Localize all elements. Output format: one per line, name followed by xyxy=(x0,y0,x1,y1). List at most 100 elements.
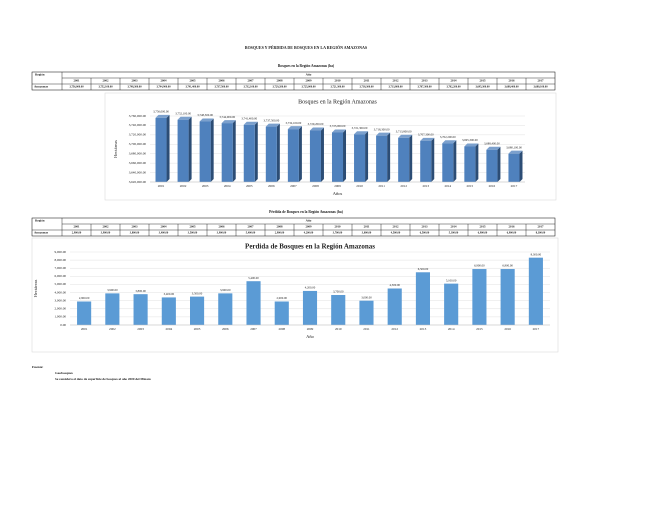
data-label: 3,737,500.00 xyxy=(263,118,279,123)
year-header: 2004 xyxy=(161,79,168,83)
table-cell: 3,680,100.00 xyxy=(533,86,548,89)
y-tick-label: 3,620,000.00 xyxy=(129,180,147,185)
year-header: 2007 xyxy=(248,79,255,83)
row-label: Amazonas xyxy=(34,85,49,89)
year-header: 2014 xyxy=(451,79,458,83)
x-tick-label: 2015 xyxy=(467,184,474,188)
table-cell: 4,200.00 xyxy=(304,232,314,235)
x-tick-label: 2001 xyxy=(81,327,88,331)
bar xyxy=(420,140,432,182)
bar-side xyxy=(453,140,457,182)
x-tick-label: 2010 xyxy=(335,327,342,331)
table-cell: 3,695,300.00 xyxy=(475,86,490,89)
table-cell: 3,737,500.00 xyxy=(214,86,229,89)
bar-top xyxy=(287,126,302,130)
bar-top xyxy=(155,114,170,118)
table-cell: 6,500.00 xyxy=(420,232,430,235)
bar xyxy=(265,126,277,182)
bar xyxy=(77,301,92,325)
bar-top xyxy=(331,129,347,133)
bar-top xyxy=(508,150,523,154)
year-header: 2001 xyxy=(74,225,81,229)
table-cell: 3,756,000.00 xyxy=(69,86,84,89)
year-header: 2013 xyxy=(422,225,429,229)
x-tick-label: 2013 xyxy=(420,327,427,331)
bar xyxy=(444,283,459,325)
source-name: Geobosques xyxy=(55,371,74,375)
bar xyxy=(508,153,520,182)
bar-top xyxy=(376,132,391,136)
y-axis-label: Hectáreas xyxy=(113,140,118,158)
bar-top xyxy=(177,116,192,120)
year-header: 2003 xyxy=(132,225,139,229)
table-cell: 3,718,300.00 xyxy=(359,86,374,89)
bar-side xyxy=(519,150,523,182)
table-frame xyxy=(31,217,556,237)
bar xyxy=(387,288,402,325)
table-cell: 3,748,300.00 xyxy=(127,86,142,89)
x-tick-label: 2010 xyxy=(356,184,363,188)
year-header: 2002 xyxy=(103,225,110,229)
bar xyxy=(287,129,299,182)
bar xyxy=(464,146,476,182)
bar-side xyxy=(475,143,479,182)
bar xyxy=(177,119,189,182)
bar-side xyxy=(210,118,214,182)
year-header: 2002 xyxy=(103,79,110,83)
x-tick-label: 2015 xyxy=(476,327,483,331)
x-axis-label: Año xyxy=(306,334,314,339)
year-header: 2006 xyxy=(219,225,226,229)
table-cell: 3,713,800.00 xyxy=(388,86,403,89)
y-tick-label: 1,000.00 xyxy=(54,315,66,320)
bar-side xyxy=(254,121,258,182)
data-label: 3,702,200.00 xyxy=(440,135,456,140)
bar-top xyxy=(442,140,457,144)
x-tick-label: 2014 xyxy=(448,327,455,331)
x-tick-label: 2005 xyxy=(246,184,253,188)
bar xyxy=(302,290,318,325)
table-caption: Bosques en la Región Amazonas (ha) xyxy=(278,64,335,68)
bar-side xyxy=(387,132,391,182)
bar-side xyxy=(276,123,280,182)
table-cell: 3,000.00 xyxy=(362,232,372,235)
x-tick-label: 2004 xyxy=(166,327,173,331)
year-header: 2009 xyxy=(306,79,313,83)
bar-side xyxy=(320,127,324,182)
year-header: 2011 xyxy=(364,225,370,229)
table-cell: 5,100.00 xyxy=(449,232,459,235)
table-cell: 3,400.00 xyxy=(159,232,169,235)
x-tick-label: 2002 xyxy=(180,184,187,188)
bar xyxy=(246,281,261,325)
x-tick-label: 2003 xyxy=(137,327,144,331)
table-span: Año xyxy=(306,219,312,223)
data-label: 3,713,800.00 xyxy=(396,129,412,134)
table-cell: 8,300.00 xyxy=(536,232,546,235)
bar xyxy=(376,135,388,182)
bar-top xyxy=(221,120,236,124)
table-cell: 3,732,100.00 xyxy=(243,86,258,89)
table-cell: 3,800.00 xyxy=(130,232,140,235)
year-header: 2016 xyxy=(509,225,516,229)
table-cell: 3,741,400.00 xyxy=(185,86,200,89)
y-tick-label: 9,000.00 xyxy=(54,250,66,255)
table-cell: 3,725,000.00 xyxy=(301,86,316,89)
year-header: 2016 xyxy=(509,79,516,83)
data-label: 2,900.00 xyxy=(277,296,288,301)
table-cell: 3,707,300.00 xyxy=(417,86,432,89)
data-label: 3,700.00 xyxy=(333,290,344,295)
data-label: 3,718,300.00 xyxy=(374,127,390,132)
year-header: 2011 xyxy=(364,79,370,83)
x-tick-label: 2017 xyxy=(511,184,518,188)
table-span: Año xyxy=(306,73,312,77)
data-label: 3,756,000.00 xyxy=(153,110,169,115)
bar-side xyxy=(343,129,347,182)
bar-side xyxy=(431,137,435,182)
x-tick-label: 2008 xyxy=(312,184,319,188)
table-cell: 3,721,300.00 xyxy=(330,86,345,89)
bar-side xyxy=(409,134,413,182)
y-tick-label: 3,760,000.00 xyxy=(129,114,147,119)
data-label: 4,200.00 xyxy=(305,286,316,291)
x-tick-label: 2008 xyxy=(278,327,285,331)
year-header: 2009 xyxy=(306,225,313,229)
bar-top xyxy=(309,127,324,131)
